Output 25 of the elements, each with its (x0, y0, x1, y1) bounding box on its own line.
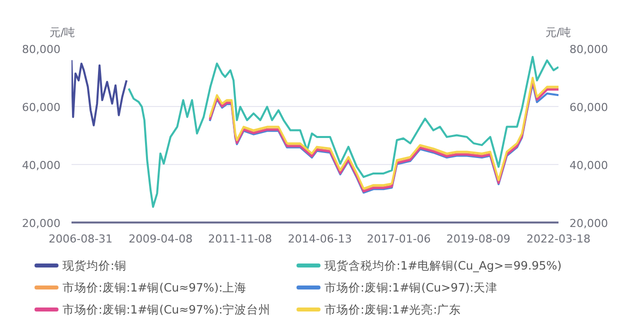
legend-label: 市场价:废铜:1#光亮:广东 (324, 302, 462, 316)
x-tick-label: 2019-08-09 (446, 232, 510, 246)
x-tick-label: 2022-03-18 (526, 232, 590, 246)
y2-tick-label: 80,000 (570, 43, 608, 56)
line-series (128, 56, 558, 208)
y2-axis-title: 元/吨 (546, 26, 572, 39)
y-tick-label: 40,000 (22, 159, 61, 172)
x-tick-label: 2006-08-31 (48, 232, 113, 246)
y2-tick-label: 20,000 (570, 217, 608, 230)
x-tick-label: 2017-01-06 (366, 232, 431, 246)
x-tick-label: 2009-04-08 (128, 232, 193, 246)
legend-label: 现货含税均价:1#电解铜(Cu_Ag>=99.95%) (324, 258, 562, 272)
x-tick-label: 2011-11-08 (208, 232, 272, 246)
y2-tick-label: 60,000 (570, 101, 608, 114)
legend-label: 市场价:废铜:1#铜(Cu≈97%):上海 (62, 280, 247, 294)
legend-label: 市场价:废铜:1#铜(Cu>97):天津 (324, 280, 498, 294)
x-tick-label: 2014-06-13 (288, 232, 352, 246)
legend-label: 现货均价:铜 (62, 258, 126, 272)
y2-tick-label: 40,000 (570, 159, 608, 172)
legend-label: 市场价:废铜:1#铜(Cu≈97%):宁波台州 (62, 302, 271, 316)
y-axis-title: 元/吨 (50, 26, 76, 39)
line-series (72, 59, 128, 126)
y-tick-label: 20,000 (22, 217, 61, 230)
y-tick-label: 80,000 (22, 43, 61, 56)
y-tick-label: 60,000 (22, 101, 61, 114)
